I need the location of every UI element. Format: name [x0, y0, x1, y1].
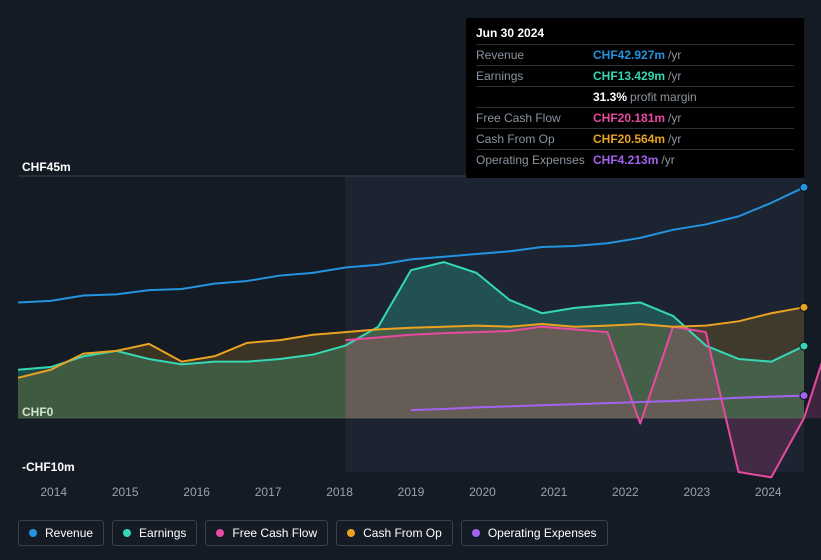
x-axis: 2014 2015 2016 2017 2018 2019 2020 2021 2022 2023…	[18, 485, 804, 499]
tooltip-metric-value: 31.3%	[593, 90, 627, 104]
x-axis-label: 2016	[183, 485, 210, 499]
tooltip-metric-label: Earnings	[476, 69, 593, 83]
legend-dot-icon	[472, 529, 480, 537]
x-axis-label: 2020	[469, 485, 496, 499]
tooltip-metric-suffix: /yr	[668, 111, 681, 125]
tooltip-row: Cash From OpCHF20.564m/yr	[476, 128, 794, 149]
x-axis-label: 2024	[755, 485, 782, 499]
tooltip-metric-value: CHF20.181m	[593, 111, 665, 125]
chart-tooltip: Jun 30 2024 RevenueCHF42.927m/yrEarnings…	[466, 18, 804, 178]
tooltip-metric-suffix: /yr	[661, 153, 674, 167]
tooltip-metric-label: Free Cash Flow	[476, 111, 593, 125]
legend-label: Operating Expenses	[488, 526, 597, 540]
legend-label: Cash From Op	[363, 526, 442, 540]
x-axis-label: 2018	[326, 485, 353, 499]
legend-dot-icon	[123, 529, 131, 537]
tooltip-metric-label: Revenue	[476, 48, 593, 62]
x-axis-label: 2015	[112, 485, 139, 499]
legend-label: Revenue	[45, 526, 93, 540]
tooltip-row: Operating ExpensesCHF4.213m/yr	[476, 149, 794, 170]
tooltip-date: Jun 30 2024	[476, 26, 794, 44]
legend-label: Free Cash Flow	[232, 526, 317, 540]
tooltip-metric-value: CHF42.927m	[593, 48, 665, 62]
x-axis-label: 2014	[40, 485, 67, 499]
x-axis-label: 2021	[541, 485, 568, 499]
tooltip-row: RevenueCHF42.927m/yr	[476, 44, 794, 65]
legend-item-earnings[interactable]: Earnings	[112, 520, 197, 546]
tooltip-metric-suffix: profit margin	[630, 90, 697, 104]
legend-item-opex[interactable]: Operating Expenses	[461, 520, 608, 546]
tooltip-metric-label: Operating Expenses	[476, 153, 593, 167]
tooltip-row: 31.3%profit margin	[476, 86, 794, 107]
tooltip-metric-value: CHF13.429m	[593, 69, 665, 83]
tooltip-metric-label: Cash From Op	[476, 132, 593, 146]
tooltip-metric-value: CHF4.213m	[593, 153, 658, 167]
legend-item-cashfromop[interactable]: Cash From Op	[336, 520, 453, 546]
x-axis-label: 2019	[398, 485, 425, 499]
legend-dot-icon	[347, 529, 355, 537]
tooltip-metric-label	[476, 90, 593, 104]
legend-dot-icon	[216, 529, 224, 537]
chart-legend: Revenue Earnings Free Cash Flow Cash From O…	[18, 520, 608, 546]
tooltip-metric-suffix: /yr	[668, 48, 681, 62]
legend-item-fcf[interactable]: Free Cash Flow	[205, 520, 328, 546]
x-axis-label: 2022	[612, 485, 639, 499]
legend-label: Earnings	[139, 526, 186, 540]
tooltip-metric-suffix: /yr	[668, 132, 681, 146]
x-axis-label: 2023	[683, 485, 710, 499]
tooltip-metric-value: CHF20.564m	[593, 132, 665, 146]
legend-dot-icon	[29, 529, 37, 537]
x-axis-label: 2017	[255, 485, 282, 499]
legend-item-revenue[interactable]: Revenue	[18, 520, 104, 546]
tooltip-row: EarningsCHF13.429m/yr	[476, 65, 794, 86]
tooltip-row: Free Cash FlowCHF20.181m/yr	[476, 107, 794, 128]
tooltip-metric-suffix: /yr	[668, 69, 681, 83]
